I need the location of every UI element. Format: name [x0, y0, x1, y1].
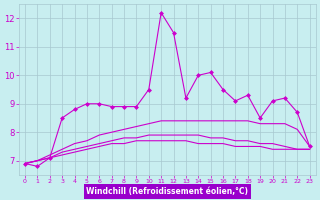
X-axis label: Windchill (Refroidissement éolien,°C): Windchill (Refroidissement éolien,°C): [86, 187, 248, 196]
